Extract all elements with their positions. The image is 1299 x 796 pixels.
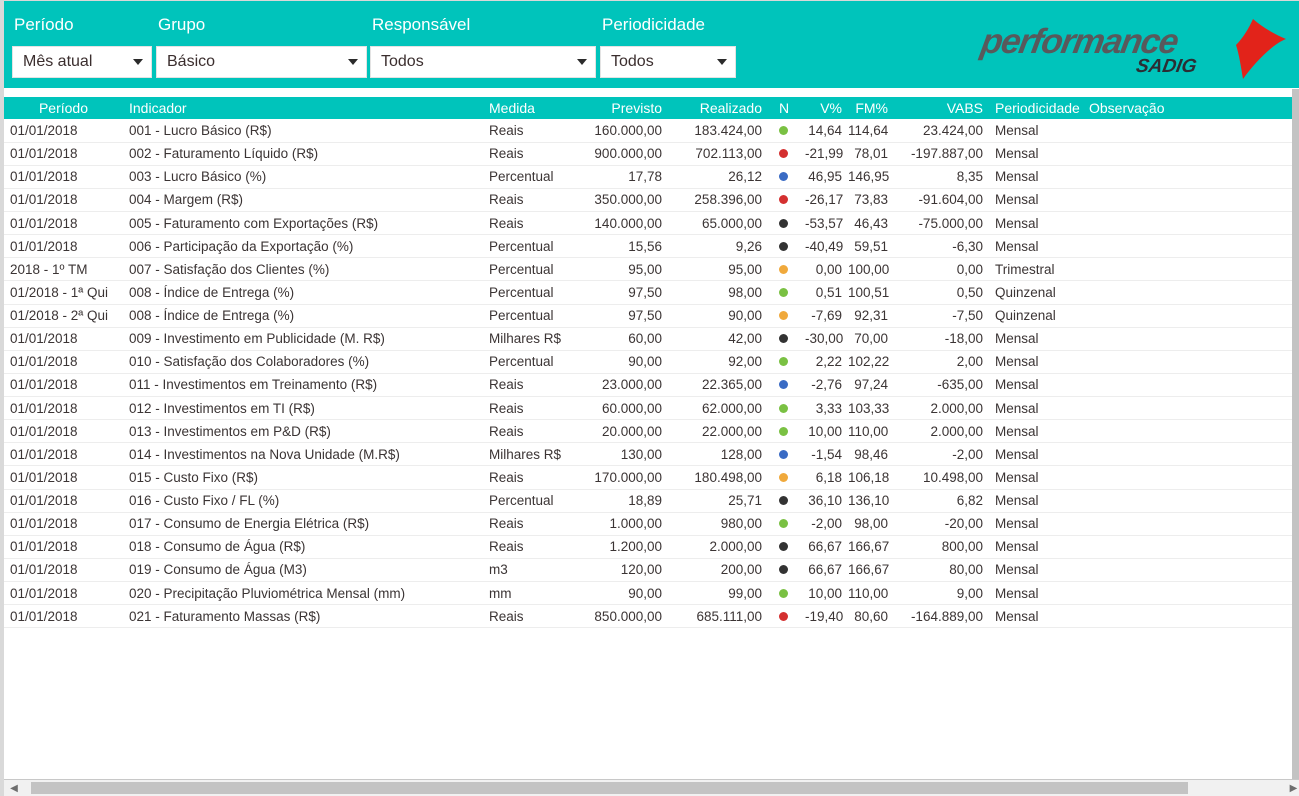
svg-text:SADIG: SADIG (1134, 56, 1198, 77)
